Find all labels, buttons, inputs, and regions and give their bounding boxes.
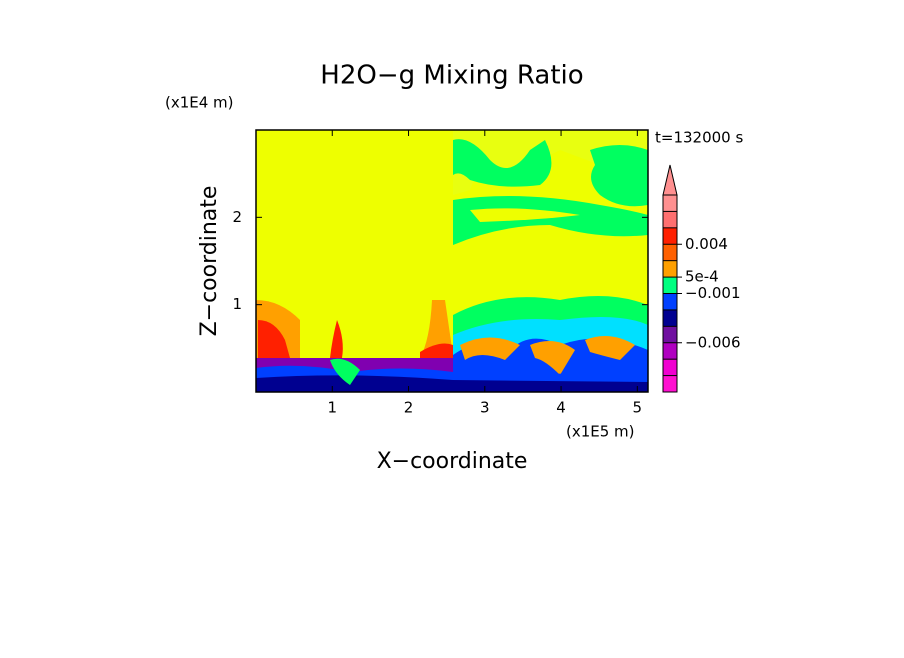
y-tick-label: 2 — [232, 208, 242, 226]
contour-region — [420, 300, 453, 358]
colorbar-segment — [663, 244, 677, 261]
y-axis-label: Z−coordinate — [197, 186, 222, 337]
colorbar-segment — [663, 227, 677, 245]
y-tick-label: 1 — [232, 295, 242, 313]
contour-region — [585, 336, 635, 360]
contour-region — [453, 130, 648, 195]
x-tick-label: 2 — [404, 399, 414, 417]
colorbar-tick-label: −0.001 — [685, 284, 741, 302]
annotation: t=132000 s — [655, 129, 743, 147]
contour-region — [460, 337, 520, 360]
contour-region — [420, 343, 453, 358]
contour-region — [470, 208, 580, 222]
colorbar-segment — [663, 342, 677, 360]
contour-region — [256, 375, 648, 392]
contour-region — [590, 145, 648, 207]
y-unit: (x1E4 m) — [165, 94, 234, 112]
colorbar-segment — [663, 309, 677, 327]
colorbar-segment — [663, 293, 677, 310]
x-tick-label: 1 — [327, 399, 337, 417]
contour-region — [453, 139, 552, 187]
contour-region — [453, 196, 648, 245]
colorbar-tick-label: −0.006 — [685, 333, 741, 351]
x-tick-label: 3 — [480, 399, 490, 417]
x-tick-label: 5 — [633, 399, 643, 417]
x-axis-label: X−coordinate — [377, 449, 528, 474]
colorbar-segment — [663, 195, 677, 212]
contour-region — [258, 320, 290, 358]
x-tick-label: 4 — [556, 399, 566, 417]
colorbar-segment — [663, 359, 677, 376]
colorbar-tick-label: 0.004 — [685, 235, 728, 253]
contour-region — [330, 358, 360, 385]
colorbar-segment — [663, 260, 677, 278]
colorbar-segment — [663, 211, 677, 228]
contour-region — [330, 320, 343, 358]
x-unit: (x1E5 m) — [566, 423, 635, 441]
chart-title: H2O−g Mixing Ratio — [320, 61, 583, 91]
contour-region — [530, 341, 575, 375]
colorbar-segment — [663, 326, 677, 343]
colorbar-segment — [663, 375, 677, 392]
contour-field — [256, 130, 648, 392]
colorbar-tick-label: 5e-4 — [685, 268, 719, 286]
plot-frame — [255, 129, 649, 393]
colorbar-segment — [663, 277, 677, 294]
